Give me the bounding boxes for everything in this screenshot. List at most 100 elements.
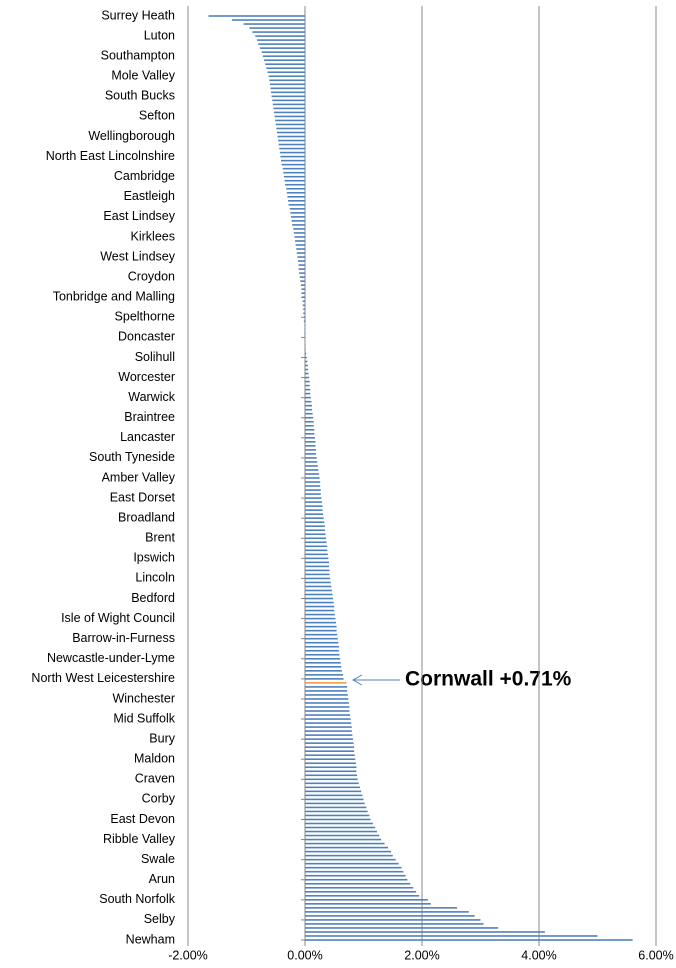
bar (305, 911, 469, 913)
bar (282, 167, 305, 170)
bar (305, 633, 338, 636)
y-tick-label: Mole Valley (111, 69, 175, 83)
bar (271, 91, 305, 94)
bar (305, 376, 310, 379)
bar (305, 678, 344, 680)
y-tick-label: Corby (142, 792, 176, 806)
bar (273, 111, 305, 114)
bar (297, 260, 305, 262)
bar (305, 814, 370, 817)
bar (305, 489, 321, 491)
bar (305, 617, 336, 620)
bar (305, 706, 350, 708)
bar (305, 858, 396, 861)
bar (305, 433, 315, 435)
bar (295, 244, 305, 246)
y-tick-label: Lincoln (135, 571, 175, 585)
bar (305, 585, 332, 588)
bar (305, 629, 337, 632)
bar (305, 569, 330, 572)
y-tick-label: Newham (126, 932, 175, 946)
bar (305, 380, 310, 383)
x-tick-label: -2.00% (168, 948, 208, 962)
bar (305, 513, 324, 515)
y-tick-label: Tonbridge and Malling (53, 290, 175, 304)
y-tick-label: Craven (135, 772, 175, 786)
bar (305, 766, 357, 769)
bar (276, 131, 305, 134)
bar (272, 99, 305, 102)
bar (305, 782, 359, 785)
y-tick-label: Broadland (118, 510, 175, 524)
y-tick-label: Surrey Heath (101, 8, 175, 22)
bar (305, 501, 322, 503)
bar (305, 465, 318, 467)
bar (305, 874, 406, 877)
y-tick-label: Amber Valley (102, 470, 176, 484)
bar (305, 850, 391, 853)
bar (304, 324, 305, 327)
bar (305, 424, 314, 427)
bar (302, 304, 305, 307)
y-tick-label: South Bucks (105, 89, 175, 103)
y-tick-label: Solihull (135, 350, 175, 364)
bar (305, 521, 325, 523)
bar (305, 605, 335, 608)
bar (299, 272, 305, 274)
bar (305, 935, 598, 937)
bar (266, 67, 305, 70)
bar (305, 862, 399, 865)
bar (259, 47, 305, 49)
bar (305, 842, 385, 845)
bar (305, 882, 411, 885)
bar (305, 372, 309, 375)
bar (305, 441, 316, 443)
bar (270, 87, 305, 90)
bar (269, 79, 305, 82)
y-tick-label: Swale (141, 852, 175, 866)
bar (305, 392, 311, 395)
bar (305, 746, 355, 748)
bar (305, 388, 311, 391)
bar (305, 416, 314, 419)
bar (305, 420, 314, 423)
bar (305, 637, 338, 640)
bar (305, 770, 357, 773)
annotation-arrowhead (351, 674, 363, 686)
bar (292, 224, 305, 226)
bar (305, 890, 417, 893)
bar (261, 51, 305, 53)
bar (305, 895, 420, 897)
bar (305, 830, 377, 833)
bar (305, 497, 322, 499)
bar (305, 573, 330, 576)
bar (305, 469, 319, 471)
bar (305, 730, 352, 732)
bar (305, 485, 321, 487)
bar (305, 396, 311, 399)
bar (290, 212, 305, 214)
bar (305, 690, 348, 692)
bar (305, 886, 414, 889)
bar (305, 360, 308, 363)
bar (300, 280, 305, 282)
bar (305, 356, 307, 359)
bar (280, 155, 305, 158)
bar (304, 328, 305, 331)
bar (305, 653, 340, 656)
bar (305, 670, 342, 672)
bar (305, 726, 352, 728)
y-tick-label: Doncaster (118, 330, 175, 344)
y-tick-label: Newcastle-under-Lyme (47, 651, 175, 665)
bar (305, 794, 363, 797)
bar (305, 428, 315, 431)
bar (305, 718, 351, 720)
bar (305, 802, 365, 805)
bar (305, 702, 349, 704)
bar (305, 734, 353, 736)
y-tick-label: North East Lincolnshire (46, 149, 175, 163)
bar (305, 645, 339, 648)
y-tick-label: East Devon (110, 812, 175, 826)
bar (305, 613, 335, 616)
bar (305, 919, 481, 921)
